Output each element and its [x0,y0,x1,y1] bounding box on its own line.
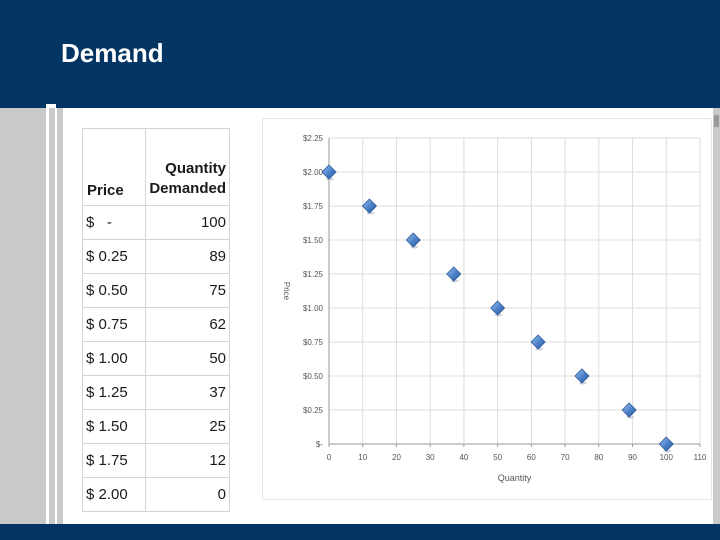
x-tick-label: 10 [358,453,367,462]
y-tick-label: $- [316,440,323,449]
quantity-cell: 25 [145,409,230,444]
quantity-cell: 75 [145,273,230,308]
y-axis-label: Price [282,282,291,301]
slide-footer [0,524,720,540]
left-decor-bar-thin [49,108,55,524]
y-tick-label: $2.25 [303,134,324,143]
left-decor-tick [46,104,56,108]
demand-scatter-chart: $- $0.25 $0.50 $0.75 $1.00 $1.25 $1.50 $1.75 $2.… [282,134,707,483]
y-tick-labels: $- $0.25 $0.50 $0.75 $1.00 $1.25 $1.50 $1.75 $2.… [303,134,324,449]
right-decor-bar [713,108,720,524]
chart-border [262,118,712,500]
price-cell: $ 1.25 [82,375,146,410]
price-cell: $ - [82,205,146,240]
x-tick-labels: 0 10 20 30 40 50 60 70 80 90 100 110 [327,453,707,462]
slide-header [0,0,720,108]
demand-table: Price Quantity Demanded $ -100 $ 0.25 89 $ … [82,128,230,512]
price-header: Price [82,128,146,206]
table-row: $ -100 [82,205,230,240]
x-tick-label: 50 [493,453,502,462]
x-tick-label: 0 [327,453,332,462]
y-tick-label: $0.75 [303,338,324,347]
price-cell: $ 1.50 [82,409,146,444]
quantity-cell: 50 [145,341,230,376]
quantity-cell: 12 [145,443,230,478]
x-tick-label: 100 [660,453,674,462]
table-row: $ 1.00 50 [82,341,230,376]
quantity-cell: 37 [145,375,230,410]
data-point [530,334,546,351]
x-tick-label: 110 [694,453,707,462]
data-point [658,436,674,453]
left-decor-bar-inner [57,108,63,524]
chart-points [321,164,674,453]
data-point [490,300,506,317]
y-tick-label: $1.25 [303,270,324,279]
price-cell: $ 1.75 [82,443,146,478]
x-tick-label: 60 [527,453,536,462]
table-row: $ 0.25 89 [82,239,230,274]
y-tick-label: $2.00 [303,168,324,177]
quantity-cell: 89 [145,239,230,274]
right-decor-nub [714,115,719,127]
slide-title: Demand [61,38,164,68]
x-tick-label: 20 [392,453,401,462]
y-tick-label: $1.50 [303,236,324,245]
quantity-cell: 100 [145,205,230,240]
table-header-row: Price Quantity Demanded [82,128,230,206]
y-tick-label: $1.00 [303,304,324,313]
y-tick-label: $1.75 [303,202,324,211]
quantity-header: Quantity Demanded [145,128,230,206]
data-point [446,266,462,283]
data-point [405,232,421,249]
price-cell: $ 0.75 [82,307,146,342]
data-point [574,368,590,385]
x-tick-label: 80 [594,453,603,462]
price-cell: $ 2.00 [82,477,146,512]
x-axis-label: Quantity [498,473,532,483]
demand-schedule-table: Price Quantity Demanded $ -100 $ 0.25 89 $ … [82,128,230,512]
price-cell: $ 1.00 [82,341,146,376]
x-tick-label: 40 [459,453,468,462]
x-tick-label: 90 [628,453,637,462]
table-row: $ 2.00 0 [82,477,230,512]
table-row: $ 0.75 62 [82,307,230,342]
y-tick-label: $0.50 [303,372,324,381]
quantity-cell: 0 [145,477,230,512]
x-tick-label: 30 [426,453,435,462]
chart-grid [328,137,701,445]
x-tick-label: 70 [561,453,570,462]
left-decor-bar [0,108,46,524]
table-body: $ -100 $ 0.25 89 $ 0.50 75 $ 0.75 62 $ 1.00 50 $ … [82,205,230,512]
table-row: $ 0.50 75 [82,273,230,308]
table-row: $ 1.25 37 [82,375,230,410]
price-cell: $ 0.25 [82,239,146,274]
chart-axes [328,138,701,447]
price-cell: $ 0.50 [82,273,146,308]
data-point [361,198,378,215]
data-point [621,402,637,419]
table-row: $ 1.50 25 [82,409,230,444]
table-row: $ 1.75 12 [82,443,230,478]
quantity-cell: 62 [145,307,230,342]
y-tick-label: $0.25 [303,406,324,415]
data-point [321,164,337,181]
